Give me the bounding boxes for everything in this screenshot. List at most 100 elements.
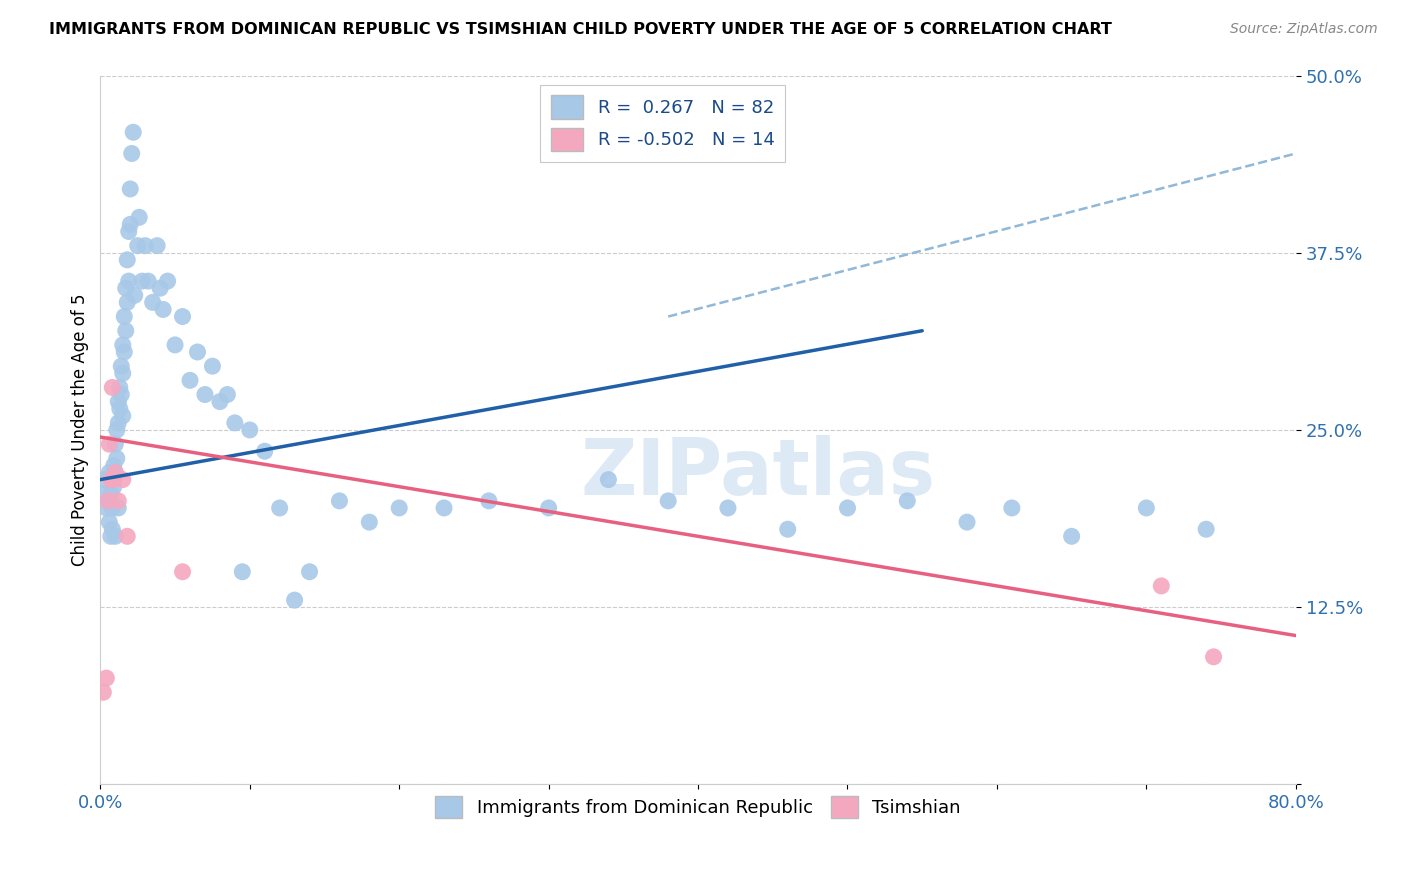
Point: [111, 409, 134, 423]
Point: [201, 359, 224, 374]
Point: [107, 500, 129, 515]
Point: [118, 225, 141, 239]
Point: [111, 366, 134, 380]
Point: [100, 487, 122, 501]
Point: [98, 466, 121, 480]
Point: [104, 466, 127, 480]
Point: [231, 565, 253, 579]
Point: [103, 473, 125, 487]
Point: [152, 302, 174, 317]
Point: [217, 387, 239, 401]
Point: [94, 473, 117, 487]
Point: [269, 500, 291, 515]
Point: [956, 515, 979, 529]
Point: [478, 494, 501, 508]
Point: [1195, 522, 1218, 536]
Point: [146, 238, 169, 252]
Point: [1150, 579, 1173, 593]
Point: [96, 500, 118, 515]
Point: [156, 274, 179, 288]
Point: [117, 252, 139, 267]
Point: [124, 288, 146, 302]
Text: ZIPatlas: ZIPatlas: [581, 434, 935, 510]
Point: [194, 387, 217, 401]
Point: [1001, 500, 1024, 515]
Point: [98, 515, 121, 529]
Point: [359, 515, 381, 529]
Point: [91, 487, 114, 501]
Point: [165, 338, 187, 352]
Point: [127, 238, 149, 252]
Point: [117, 295, 139, 310]
Point: [118, 274, 141, 288]
Point: [108, 380, 131, 394]
Point: [103, 458, 125, 473]
Point: [103, 480, 125, 494]
Point: [239, 423, 262, 437]
Point: [284, 593, 307, 607]
Point: [776, 522, 799, 536]
Point: [179, 373, 201, 387]
Point: [117, 529, 139, 543]
Point: [107, 394, 129, 409]
Point: [120, 218, 142, 232]
Point: [172, 310, 194, 324]
Point: [112, 345, 135, 359]
Point: [97, 494, 120, 508]
Point: [208, 394, 231, 409]
Point: [1202, 649, 1225, 664]
Point: [91, 685, 114, 699]
Y-axis label: Child Poverty Under the Age of 5: Child Poverty Under the Age of 5: [72, 293, 89, 566]
Point: [111, 473, 134, 487]
Point: [136, 274, 159, 288]
Point: [1060, 529, 1083, 543]
Point: [1135, 500, 1157, 515]
Point: [298, 565, 321, 579]
Legend: Immigrants from Dominican Republic, Tsimshian: Immigrants from Dominican Republic, Tsim…: [427, 789, 969, 825]
Point: [172, 565, 194, 579]
Point: [110, 359, 132, 374]
Point: [96, 671, 118, 685]
Point: [121, 146, 143, 161]
Point: [224, 416, 246, 430]
Point: [101, 522, 124, 536]
Point: [142, 295, 165, 310]
Point: [388, 500, 411, 515]
Point: [537, 500, 560, 515]
Point: [328, 494, 350, 508]
Point: [433, 500, 456, 515]
Point: [98, 437, 121, 451]
Point: [149, 281, 172, 295]
Point: [104, 529, 127, 543]
Point: [657, 494, 679, 508]
Point: [107, 416, 129, 430]
Point: [100, 473, 122, 487]
Point: [110, 387, 132, 401]
Point: [131, 274, 153, 288]
Point: [186, 345, 208, 359]
Point: [896, 494, 918, 508]
Point: [100, 529, 122, 543]
Point: [717, 500, 740, 515]
Text: IMMIGRANTS FROM DOMINICAN REPUBLIC VS TSIMSHIAN CHILD POVERTY UNDER THE AGE OF 5: IMMIGRANTS FROM DOMINICAN REPUBLIC VS TS…: [49, 22, 1112, 37]
Point: [111, 338, 134, 352]
Point: [101, 500, 124, 515]
Point: [837, 500, 859, 515]
Point: [105, 451, 128, 466]
Point: [101, 380, 124, 394]
Point: [108, 401, 131, 416]
Point: [122, 125, 145, 139]
Point: [128, 211, 150, 225]
Point: [107, 494, 129, 508]
Text: Source: ZipAtlas.com: Source: ZipAtlas.com: [1230, 22, 1378, 37]
Point: [114, 281, 136, 295]
Point: [134, 238, 156, 252]
Point: [104, 437, 127, 451]
Point: [105, 423, 128, 437]
Point: [104, 466, 127, 480]
Point: [112, 310, 135, 324]
Point: [253, 444, 276, 458]
Point: [97, 494, 120, 508]
Point: [114, 324, 136, 338]
Point: [120, 182, 142, 196]
